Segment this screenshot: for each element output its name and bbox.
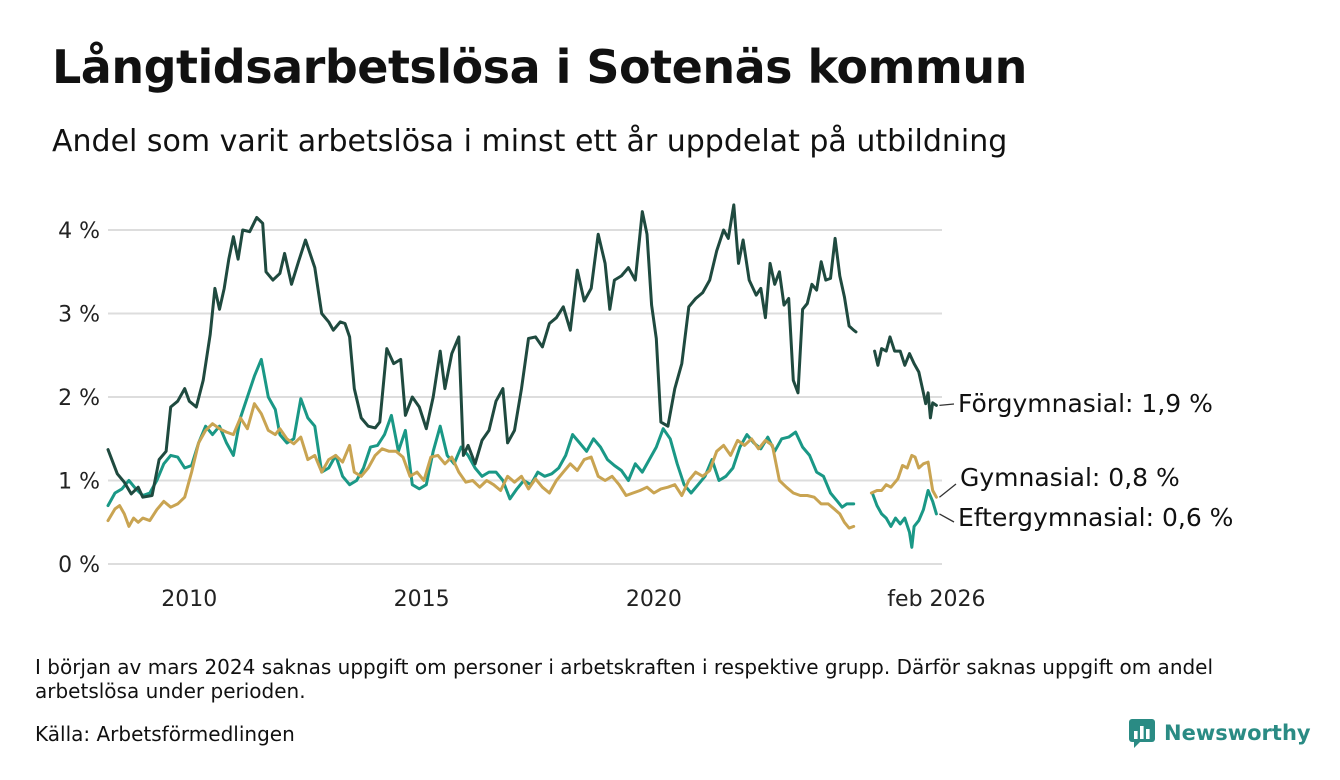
x-tick-label: 2015 [394, 587, 450, 612]
bar-chart-logo-icon [1129, 719, 1155, 748]
end-label-gymnasial: Gymnasial: 0,8 % [960, 463, 1180, 492]
x-axis-ticks: 2010 2015 2020 feb 2026 [161, 587, 985, 612]
end-label-forgymnasial: Förgymnasial: 1,9 % [958, 389, 1213, 418]
y-tick-label: 0 % [58, 553, 100, 578]
y-tick-label: 3 % [58, 303, 100, 328]
page-title: Långtidsarbetslösa i Sotenäs kommun [52, 40, 1027, 94]
y-axis-ticks: 0 % 1 % 2 % 3 % 4 % [58, 219, 100, 578]
source-credit: Källa: Arbetsförmedlingen [35, 722, 295, 746]
series-line-forgymnasial [106, 203, 938, 499]
leader-line-forgymnasial [939, 403, 955, 406]
brand-name: Newsworthy [1164, 721, 1311, 745]
x-tick-label: 2010 [161, 587, 217, 612]
series-line-gymnasial [106, 402, 938, 530]
leader-line-eftergymnasial [939, 513, 955, 523]
leader-line-gymnasial [939, 483, 957, 498]
line-chart: 0 % 1 % 2 % 3 % 4 % 2010 2015 2020 feb 2026 För… [58, 203, 1233, 612]
end-label-layer: Förgymnasial: 1,9 % Gymnasial: 0,8 % Efter… [939, 389, 1233, 532]
series-layer [106, 203, 938, 549]
footnote: I början av mars 2024 saknas uppgift om … [35, 655, 1214, 703]
x-tick-label: 2020 [626, 587, 682, 612]
series-line-eftergymnasial [106, 357, 938, 549]
y-tick-label: 1 % [58, 470, 100, 495]
y-tick-label: 2 % [58, 386, 100, 411]
y-tick-label: 4 % [58, 219, 100, 244]
brand-logo[interactable]: Newsworthy [1128, 716, 1311, 750]
page-subtitle: Andel som varit arbetslösa i minst ett å… [52, 124, 1008, 159]
x-tick-label: feb 2026 [887, 587, 985, 612]
end-label-eftergymnasial: Eftergymnasial: 0,6 % [958, 503, 1233, 532]
